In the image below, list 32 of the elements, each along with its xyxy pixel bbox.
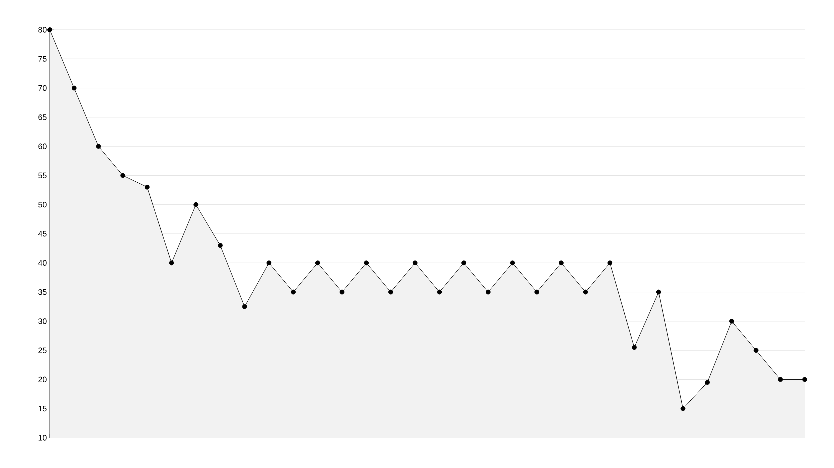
- point: [315, 260, 320, 266]
- point: [291, 290, 296, 295]
- point: [169, 260, 174, 266]
- point: [534, 290, 540, 295]
- point: [144, 184, 150, 190]
- point: [194, 202, 199, 208]
- point: [72, 86, 77, 91]
- point: [120, 173, 126, 178]
- point: [510, 260, 516, 266]
- point: [266, 260, 272, 266]
- point: [388, 290, 394, 295]
- point: [48, 28, 52, 32]
- point: [437, 290, 442, 295]
- point: [680, 406, 686, 412]
- point: [729, 318, 734, 324]
- point: [364, 260, 370, 266]
- point: [608, 260, 613, 266]
- point: [340, 290, 345, 295]
- point: [583, 290, 588, 295]
- point: [412, 260, 418, 266]
- point: [754, 348, 759, 354]
- point: [486, 290, 491, 295]
- point: [96, 144, 102, 150]
- point: [218, 243, 223, 248]
- point: [802, 377, 808, 382]
- point: [778, 377, 784, 382]
- point: [462, 260, 466, 266]
- point: [656, 290, 662, 295]
- point: [632, 345, 637, 350]
- point: [559, 260, 564, 266]
- point: [705, 380, 710, 386]
- point: [242, 304, 248, 310]
